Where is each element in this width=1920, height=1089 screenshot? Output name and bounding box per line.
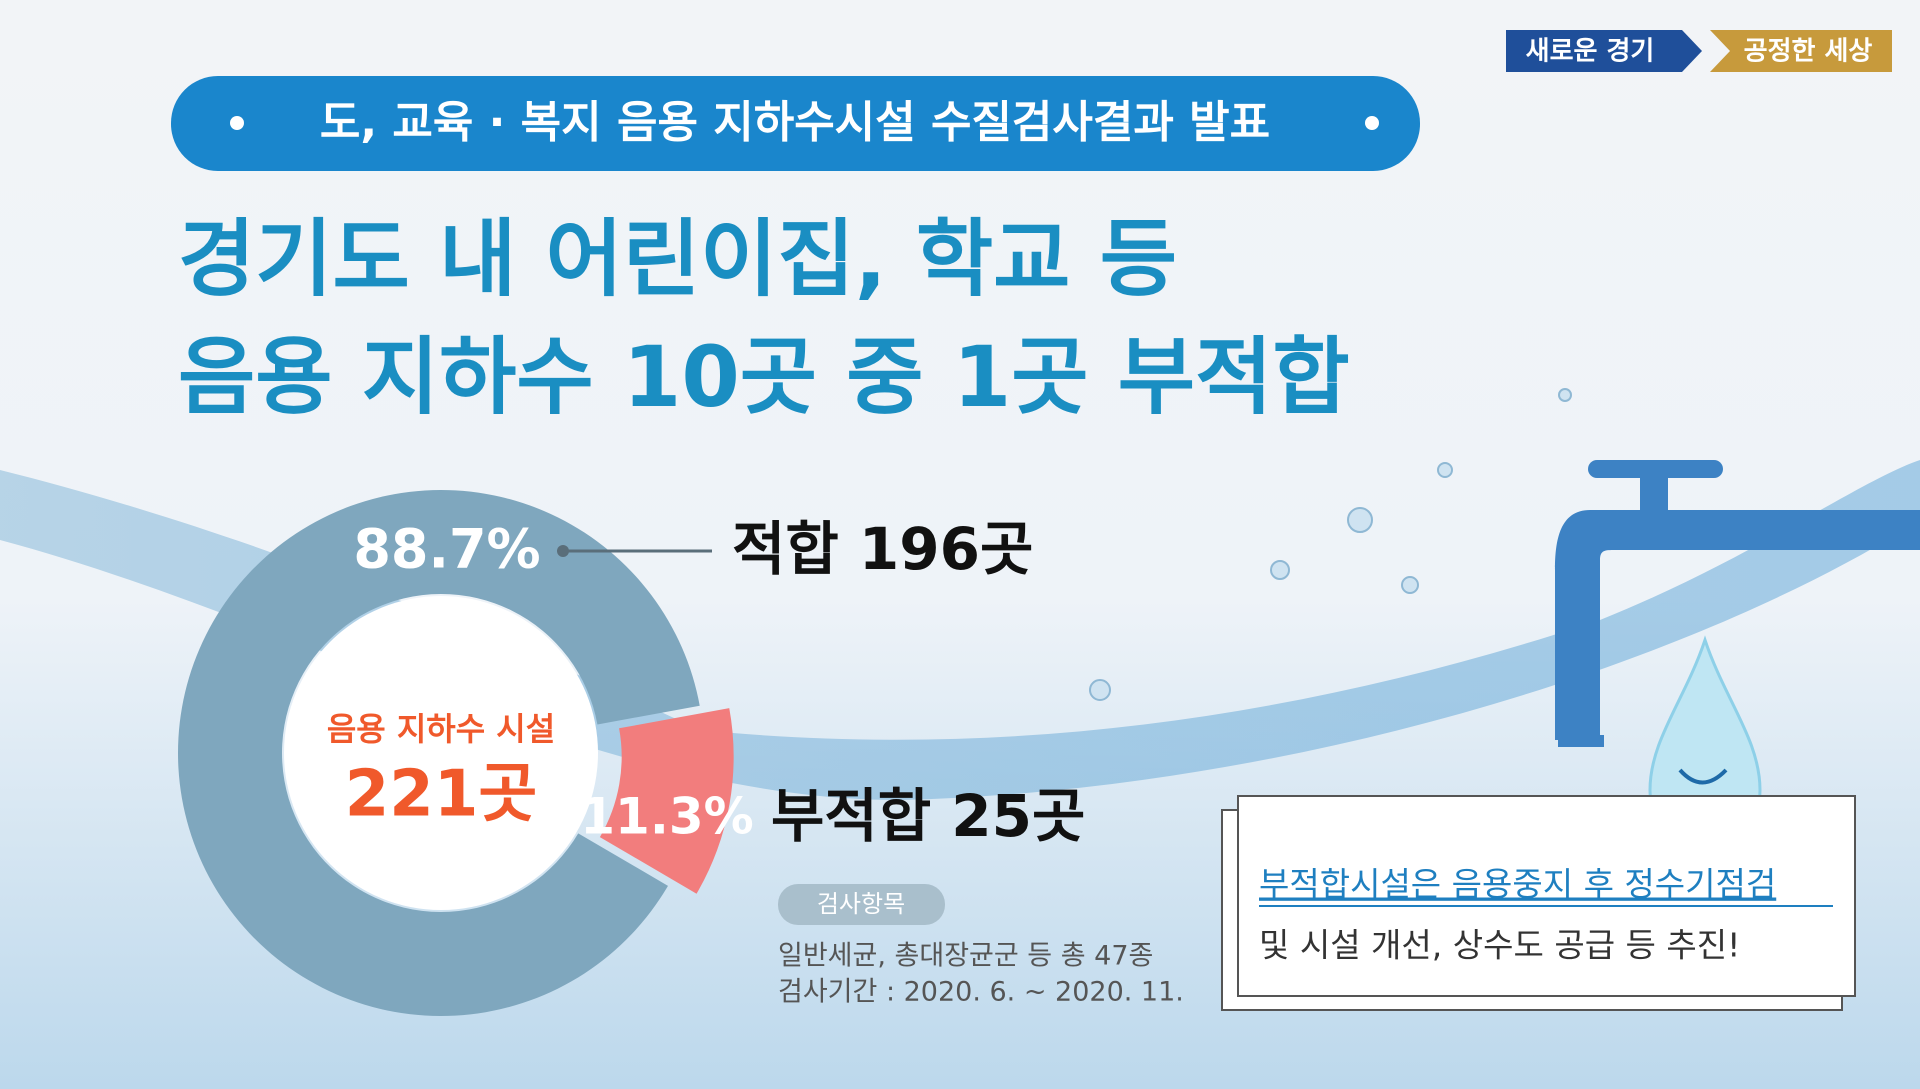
category-label: 적합 196곳 xyxy=(732,515,1033,583)
subtitle-pill xyxy=(171,76,1420,171)
center-value: 221곳 xyxy=(345,758,537,832)
badge-left: 새로운 경기 xyxy=(1526,37,1655,67)
note-box xyxy=(1237,795,1856,997)
water-drops xyxy=(1089,388,1572,701)
bullet xyxy=(1365,116,1379,130)
badge: 새로운 경기 공정한 세상 xyxy=(1506,30,1892,72)
donut-chart: 음용 지하수 시설 221곳 88.7% 적합 196곳 11.3% 부적합 25곳 xyxy=(178,490,1085,1016)
title-line: 음용 지하수 10곳 중 1곳 부적합 xyxy=(178,328,1350,426)
donut-slice xyxy=(599,708,734,894)
faucet xyxy=(1555,460,1920,747)
value-label: 11.3% xyxy=(580,788,753,846)
subtitle: 도, 교육 · 복지 음용 지하수시설 수질검사결과 발표 xyxy=(320,97,1270,148)
inspection-tag-bg xyxy=(778,884,945,925)
mascot-smile xyxy=(1678,768,1728,785)
donut-slice xyxy=(178,490,700,1016)
center-label: 음용 지하수 시설 xyxy=(327,710,555,748)
bullet xyxy=(230,116,244,130)
inspection-line: 검사기간 : 2020. 6. ~ 2020. 11. xyxy=(778,977,1184,1008)
badge-right: 공정한 세상 xyxy=(1744,37,1873,67)
category-label: 부적합 25곳 xyxy=(771,782,1085,850)
water-splash xyxy=(0,460,1920,800)
note-line: 및 시설 개선, 상수도 공급 등 추진! xyxy=(1259,926,1740,965)
note-line: 부적합시설은 음용중지 후 정수기점검 xyxy=(1259,865,1776,904)
inspection-tag: 검사항목 xyxy=(817,890,905,918)
title-line: 경기도 내 어린이집, 학교 등 xyxy=(178,210,1177,308)
value-label: 88.7% xyxy=(353,518,540,581)
donut-hole xyxy=(284,596,598,910)
inspection-line: 일반세균, 총대장균군 등 총 47종 xyxy=(778,941,1153,972)
